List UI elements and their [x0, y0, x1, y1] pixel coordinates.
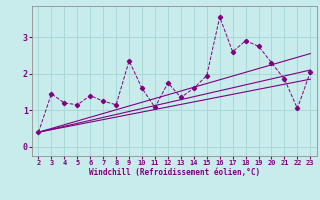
X-axis label: Windchill (Refroidissement éolien,°C): Windchill (Refroidissement éolien,°C) [89, 168, 260, 177]
